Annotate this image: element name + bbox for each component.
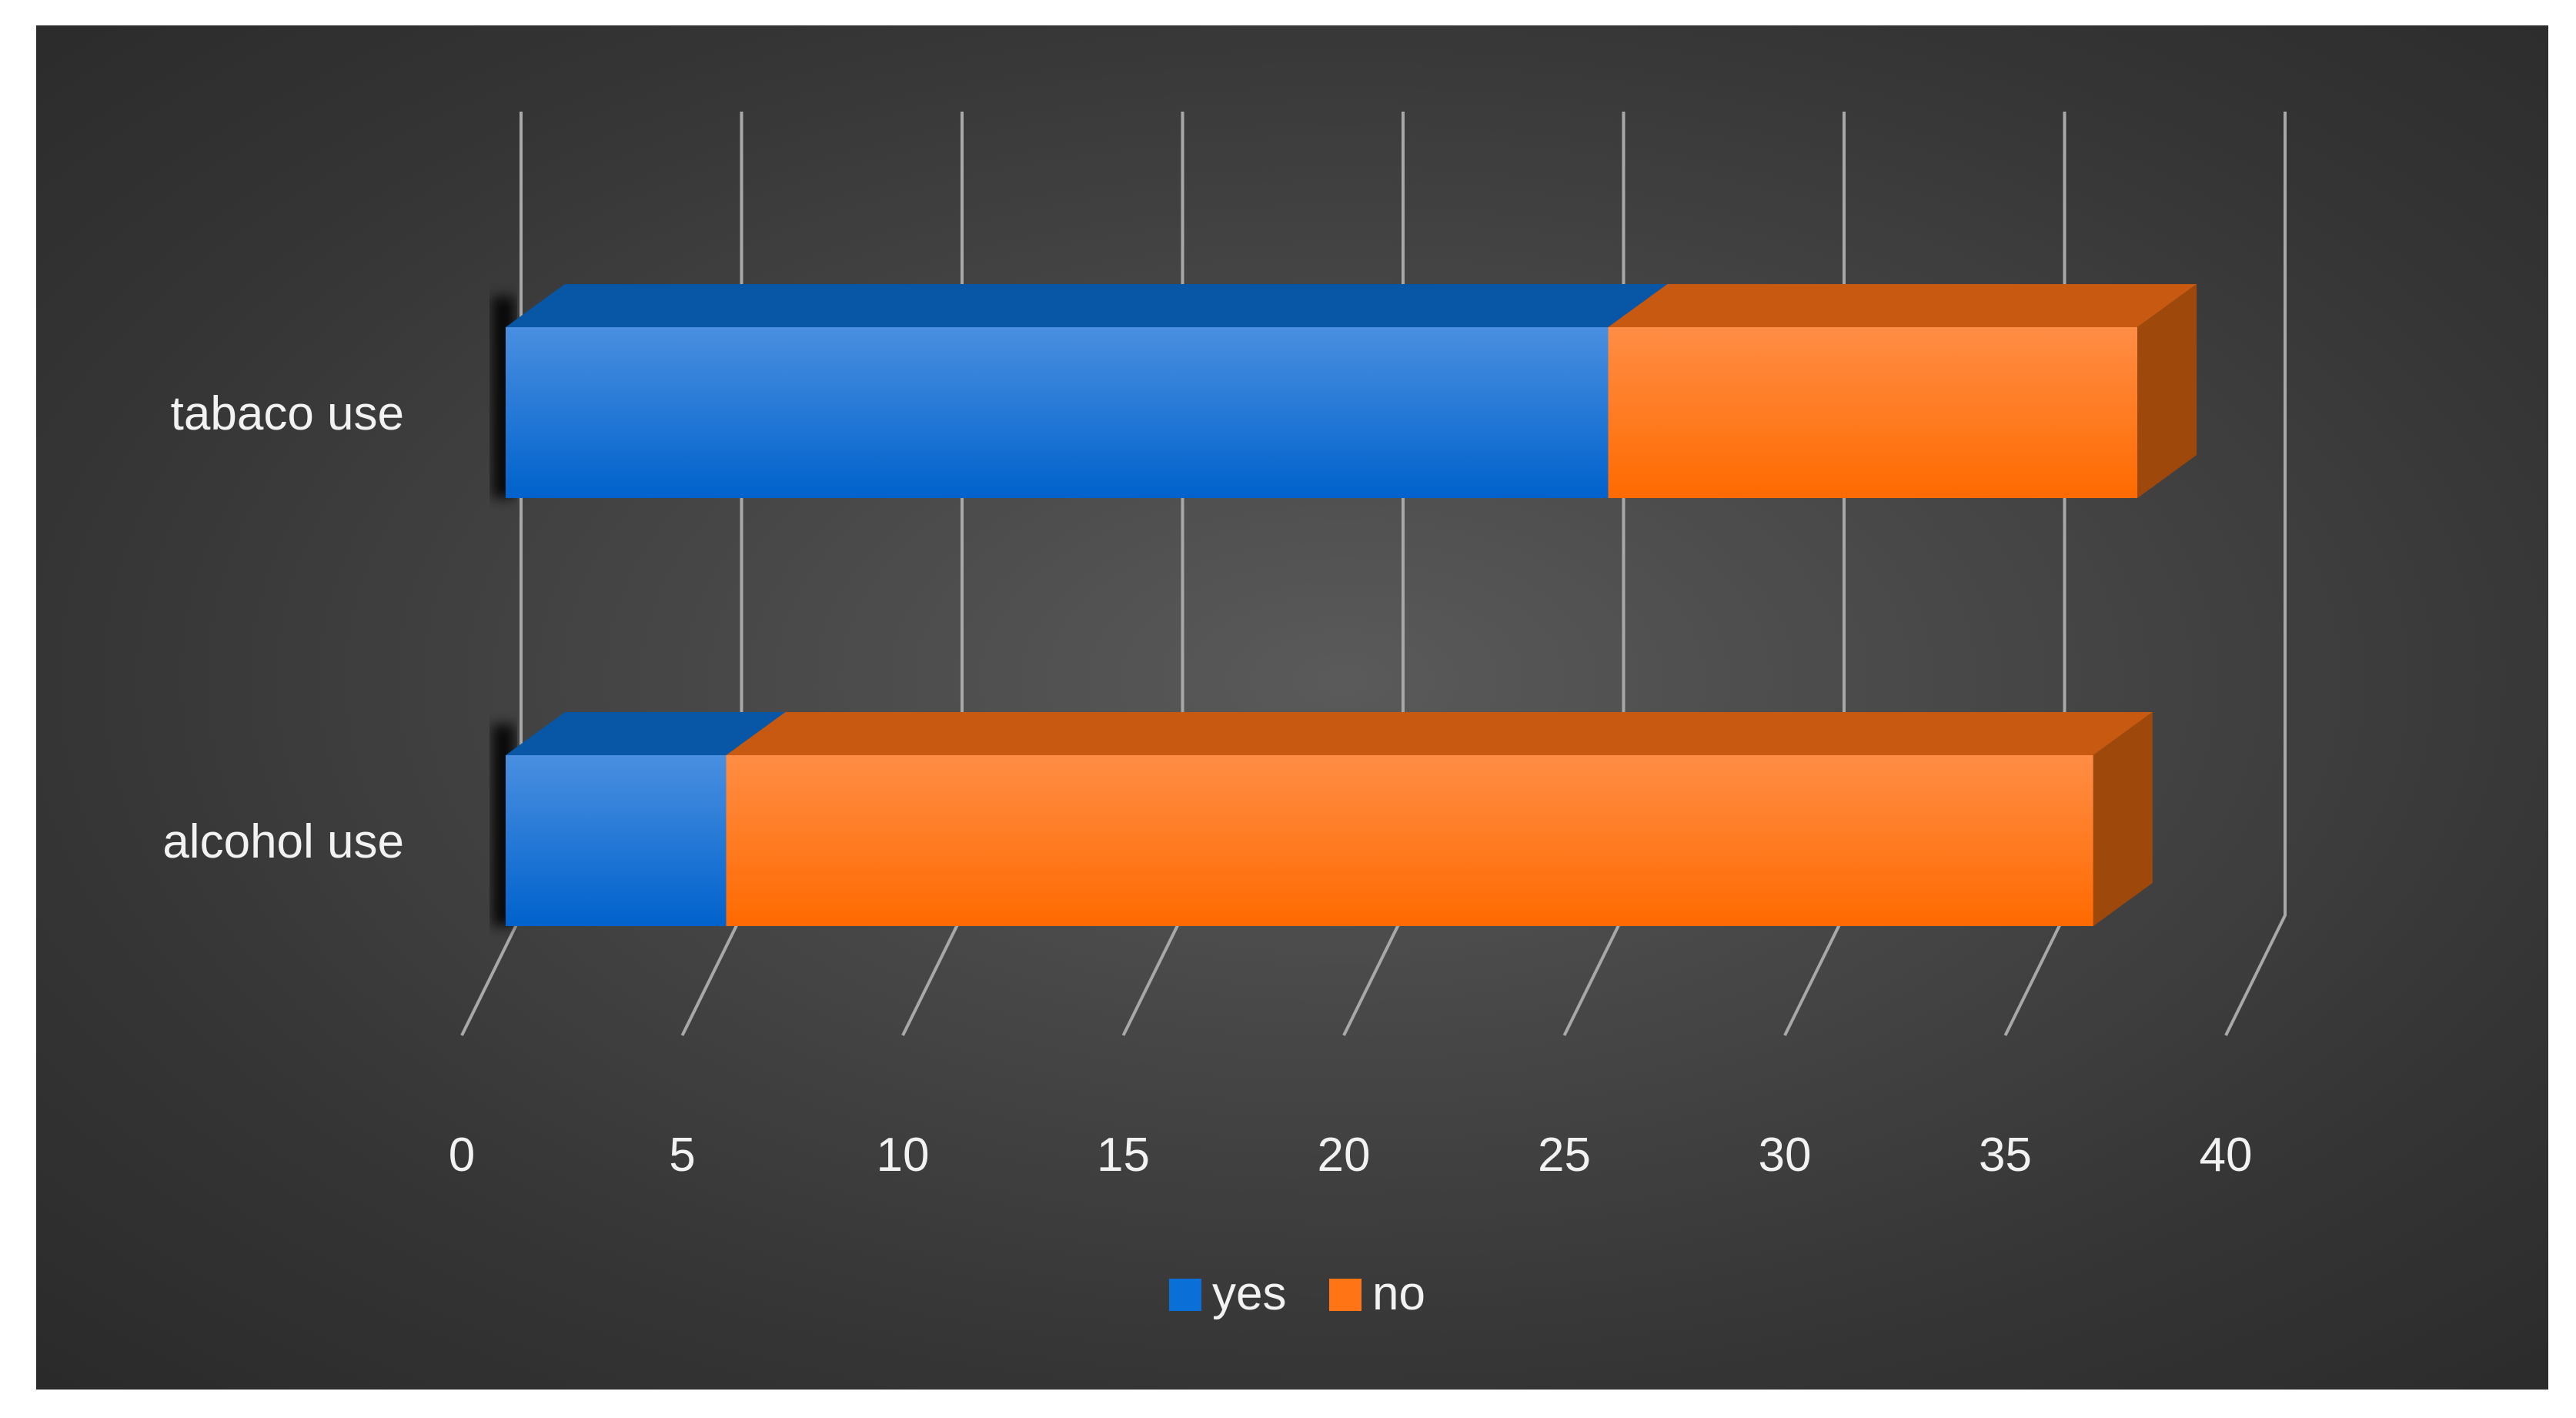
x-tick-label: 25 [1538,1129,1591,1182]
gridline-40 [2224,112,2287,1036]
x-tick-label: 5 [669,1129,695,1182]
x-tick-label: 35 [1979,1129,2032,1182]
x-tick-label: 20 [1318,1129,1371,1182]
chart-panel: 0 5 10 15 20 25 30 35 40 alcohol use tabaco use ye… [36,25,2548,1390]
legend-swatch-no [1329,1279,1362,1311]
x-tick-label: 0 [449,1129,475,1182]
bar-yes-alcohol-use [506,712,786,926]
legend: yes no [1169,1267,1425,1320]
x-tick-label: 15 [1097,1129,1150,1182]
bar-no-tabaco-use [1608,284,2197,498]
bar-yes-tabaco-use [506,284,1668,498]
x-tick-label: 40 [2200,1129,2253,1182]
bars [492,284,2197,926]
axis-labels: 0 5 10 15 20 25 30 35 40 alcohol use tabaco use [162,387,2252,1182]
legend-label-yes: yes [1212,1267,1286,1320]
bar-chart: 0 5 10 15 20 25 30 35 40 alcohol use tabaco use ye… [162,112,2287,1320]
bar-no-alcohol-use [726,712,2153,926]
y-category-label: tabaco use [171,387,404,440]
legend-swatch-yes [1169,1279,1201,1311]
x-tick-label: 30 [1759,1129,1812,1182]
y-category-label: alcohol use [162,815,404,868]
legend-label-no: no [1372,1267,1425,1320]
x-tick-label: 10 [877,1129,930,1182]
